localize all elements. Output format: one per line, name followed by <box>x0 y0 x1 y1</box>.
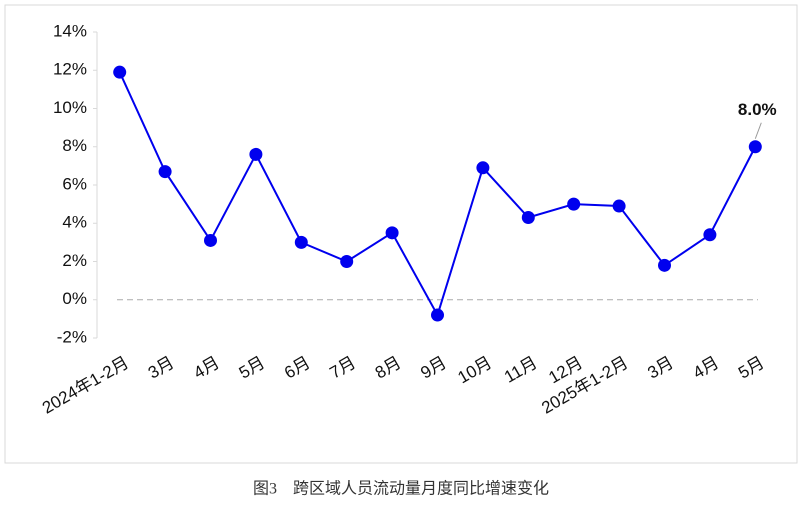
marker <box>748 140 762 154</box>
y-tick-label: 2% <box>62 251 87 270</box>
x-tick-label: 4月 <box>690 353 722 383</box>
x-tick-label: 5月 <box>236 353 268 383</box>
marker <box>340 255 354 268</box>
marker <box>158 165 172 179</box>
data-label: 8.0% <box>738 100 777 119</box>
chart-caption: 图3 跨区域人员流动量月度同比增速变化 <box>253 480 549 498</box>
y-tick-label: 4% <box>62 213 87 232</box>
marker <box>204 233 217 247</box>
y-tick-label: 14% <box>53 21 87 40</box>
marker <box>658 258 671 272</box>
y-tick-label: 6% <box>62 174 87 193</box>
marker <box>521 211 535 225</box>
marker <box>249 147 263 161</box>
chart-frame <box>4 4 798 464</box>
x-tick-label: 11月 <box>501 353 541 387</box>
x-tick-label: 9月 <box>417 353 449 383</box>
y-tick-label: -2% <box>57 327 87 346</box>
marker <box>567 197 581 211</box>
marker <box>113 65 127 79</box>
marker <box>703 228 717 242</box>
x-tick-label: 7月 <box>327 353 359 383</box>
y-tick-label: 10% <box>53 98 87 117</box>
x-tick-label: 2025年1-2月 <box>538 353 631 418</box>
x-tick-label: 8月 <box>372 353 404 383</box>
marker <box>612 199 626 213</box>
x-tick-label: 6月 <box>281 353 313 383</box>
marker <box>294 235 308 249</box>
marker <box>385 226 399 240</box>
marker <box>476 161 490 175</box>
x-tick-label: 3月 <box>145 353 177 383</box>
marker <box>431 308 444 322</box>
y-tick-label: 8% <box>62 136 87 155</box>
x-tick-label: 3月 <box>644 353 676 383</box>
y-tick-label: 12% <box>53 60 87 79</box>
x-tick-label: 5月 <box>735 353 767 383</box>
y-tick-label: 0% <box>62 289 87 308</box>
line <box>118 71 757 318</box>
label-leader <box>754 122 762 139</box>
x-tick-label: 10月 <box>455 353 496 387</box>
x-tick-label: 4月 <box>190 353 222 383</box>
x-tick-label: 2024年1-2月 <box>39 353 132 418</box>
